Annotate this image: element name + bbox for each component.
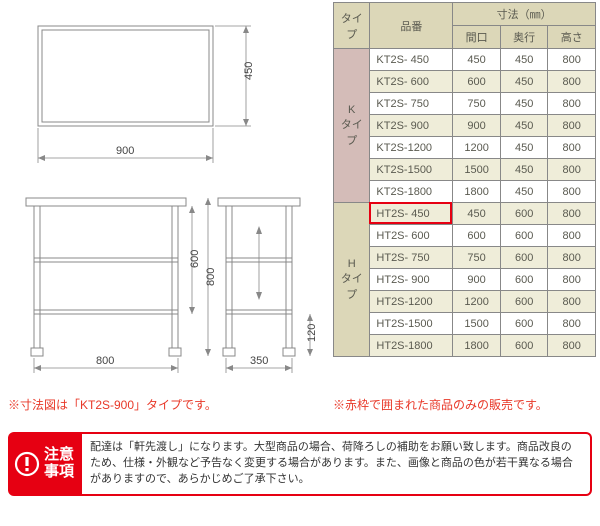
w-cell: 1200 — [453, 291, 501, 313]
w-cell: 450 — [453, 203, 501, 225]
d-cell: 600 — [500, 247, 548, 269]
h-cell: 800 — [548, 159, 596, 181]
table-row: KT2S-15001500450800 — [334, 159, 596, 181]
table-row: KタイプKT2S- 450450450800 — [334, 49, 596, 71]
table-row: HタイプHT2S- 450450600800 — [334, 203, 596, 225]
code-cell: KT2S- 900 — [370, 115, 453, 137]
table-row: HT2S- 900900600800 — [334, 269, 596, 291]
type-cell: Hタイプ — [334, 203, 370, 357]
type-cell: Kタイプ — [334, 49, 370, 203]
d-cell: 450 — [500, 137, 548, 159]
dim-top-depth: 450 — [243, 62, 255, 80]
table-row: HT2S-18001800600800 — [334, 335, 596, 357]
code-cell: HT2S-1500 — [370, 313, 453, 335]
d-cell: 600 — [500, 225, 548, 247]
dimension-diagram: 900 450 — [8, 8, 328, 388]
d-cell: 450 — [500, 49, 548, 71]
h-cell: 800 — [548, 335, 596, 357]
code-cell: HT2S- 450 — [370, 203, 453, 225]
table-row: HT2S- 750750600800 — [334, 247, 596, 269]
code-cell: KT2S- 450 — [370, 49, 453, 71]
d-cell: 600 — [500, 313, 548, 335]
w-cell: 450 — [453, 49, 501, 71]
code-cell: KT2S-1500 — [370, 159, 453, 181]
h-cell: 800 — [548, 269, 596, 291]
h-cell: 800 — [548, 247, 596, 269]
h-cell: 800 — [548, 313, 596, 335]
d-cell: 450 — [500, 71, 548, 93]
note-highlight: ※赤枠で囲まれた商品のみの販売です。 — [333, 396, 548, 413]
w-cell: 1800 — [453, 181, 501, 203]
th-code: 品番 — [370, 3, 453, 49]
w-cell: 900 — [453, 269, 501, 291]
d-cell: 600 — [500, 291, 548, 313]
h-cell: 800 — [548, 49, 596, 71]
dim-height-800: 800 — [205, 268, 217, 286]
dim-front-width: 800 — [96, 355, 114, 367]
table-row: KT2S-12001200450800 — [334, 137, 596, 159]
h-cell: 800 — [548, 225, 596, 247]
h-cell: 800 — [548, 115, 596, 137]
h-cell: 800 — [548, 137, 596, 159]
h-cell: 800 — [548, 71, 596, 93]
h-cell: 800 — [548, 181, 596, 203]
note-diagram: ※寸法図は「KT2S-900」タイプです。 — [8, 396, 217, 413]
code-cell: HT2S- 900 — [370, 269, 453, 291]
table-row: HT2S-12001200600800 — [334, 291, 596, 313]
table-row: HT2S- 600600600800 — [334, 225, 596, 247]
table-row: KT2S- 600600450800 — [334, 71, 596, 93]
dim-top-width: 900 — [116, 145, 134, 157]
table-row: KT2S- 900900450800 — [334, 115, 596, 137]
dim-side-depth: 350 — [250, 355, 268, 367]
w-cell: 750 — [453, 247, 501, 269]
table-row: KT2S- 750750450800 — [334, 93, 596, 115]
th-type: タイプ — [334, 3, 370, 49]
d-cell: 450 — [500, 181, 548, 203]
caution-badge-text: 注意事項 — [44, 447, 74, 480]
caution-body: 配達は「軒先渡し」になります。大型商品の場合、荷降ろしの補助をお願い致します。商… — [82, 432, 592, 496]
code-cell: HT2S-1200 — [370, 291, 453, 313]
code-cell: KT2S- 600 — [370, 71, 453, 93]
code-cell: HT2S- 750 — [370, 247, 453, 269]
th-w: 間口 — [453, 26, 501, 49]
th-h: 高さ — [548, 26, 596, 49]
code-cell: HT2S- 600 — [370, 225, 453, 247]
spec-table: タイプ 品番 寸法（㎜） 間口 奥行 高さ KタイプKT2S- 45045045… — [333, 2, 596, 357]
code-cell: KT2S-1200 — [370, 137, 453, 159]
alert-icon — [14, 451, 40, 477]
dim-height-600: 600 — [189, 250, 201, 268]
w-cell: 1500 — [453, 313, 501, 335]
caution-badge: 注意事項 — [8, 432, 82, 496]
table-row: HT2S-15001500600800 — [334, 313, 596, 335]
w-cell: 1200 — [453, 137, 501, 159]
d-cell: 450 — [500, 115, 548, 137]
d-cell: 450 — [500, 93, 548, 115]
w-cell: 600 — [453, 71, 501, 93]
code-cell: KT2S- 750 — [370, 93, 453, 115]
th-d: 奥行 — [500, 26, 548, 49]
dim-side-foot: 120 — [306, 324, 318, 342]
h-cell: 800 — [548, 291, 596, 313]
code-cell: KT2S-1800 — [370, 181, 453, 203]
th-dims: 寸法（㎜） — [453, 3, 596, 26]
w-cell: 1500 — [453, 159, 501, 181]
d-cell: 600 — [500, 269, 548, 291]
caution-bar: 注意事項 配達は「軒先渡し」になります。大型商品の場合、荷降ろしの補助をお願い致… — [8, 432, 592, 496]
w-cell: 750 — [453, 93, 501, 115]
d-cell: 600 — [500, 335, 548, 357]
h-cell: 800 — [548, 93, 596, 115]
code-cell: HT2S-1800 — [370, 335, 453, 357]
table-row: KT2S-18001800450800 — [334, 181, 596, 203]
w-cell: 1800 — [453, 335, 501, 357]
d-cell: 450 — [500, 159, 548, 181]
h-cell: 800 — [548, 203, 596, 225]
w-cell: 600 — [453, 225, 501, 247]
w-cell: 900 — [453, 115, 501, 137]
d-cell: 600 — [500, 203, 548, 225]
